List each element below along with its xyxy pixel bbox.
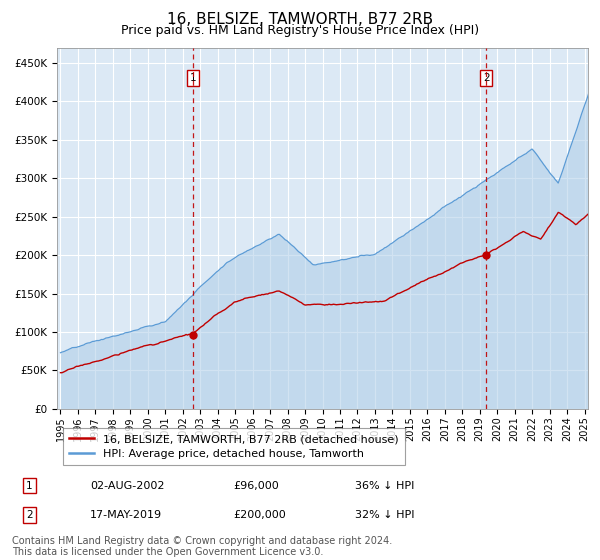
- Text: £200,000: £200,000: [234, 510, 287, 520]
- Text: 02-AUG-2002: 02-AUG-2002: [90, 480, 165, 491]
- Text: 1: 1: [190, 73, 196, 83]
- Text: Contains HM Land Registry data © Crown copyright and database right 2024.
This d: Contains HM Land Registry data © Crown c…: [12, 535, 392, 557]
- Text: 2: 2: [26, 510, 33, 520]
- Text: £96,000: £96,000: [234, 480, 280, 491]
- Text: 17-MAY-2019: 17-MAY-2019: [90, 510, 163, 520]
- Text: 32% ↓ HPI: 32% ↓ HPI: [355, 510, 415, 520]
- Text: 36% ↓ HPI: 36% ↓ HPI: [355, 480, 415, 491]
- Text: 16, BELSIZE, TAMWORTH, B77 2RB: 16, BELSIZE, TAMWORTH, B77 2RB: [167, 12, 433, 27]
- Legend: 16, BELSIZE, TAMWORTH, B77 2RB (detached house), HPI: Average price, detached ho: 16, BELSIZE, TAMWORTH, B77 2RB (detached…: [62, 428, 405, 465]
- Text: 1: 1: [26, 480, 33, 491]
- Text: 2: 2: [483, 73, 490, 83]
- Text: Price paid vs. HM Land Registry's House Price Index (HPI): Price paid vs. HM Land Registry's House …: [121, 24, 479, 36]
